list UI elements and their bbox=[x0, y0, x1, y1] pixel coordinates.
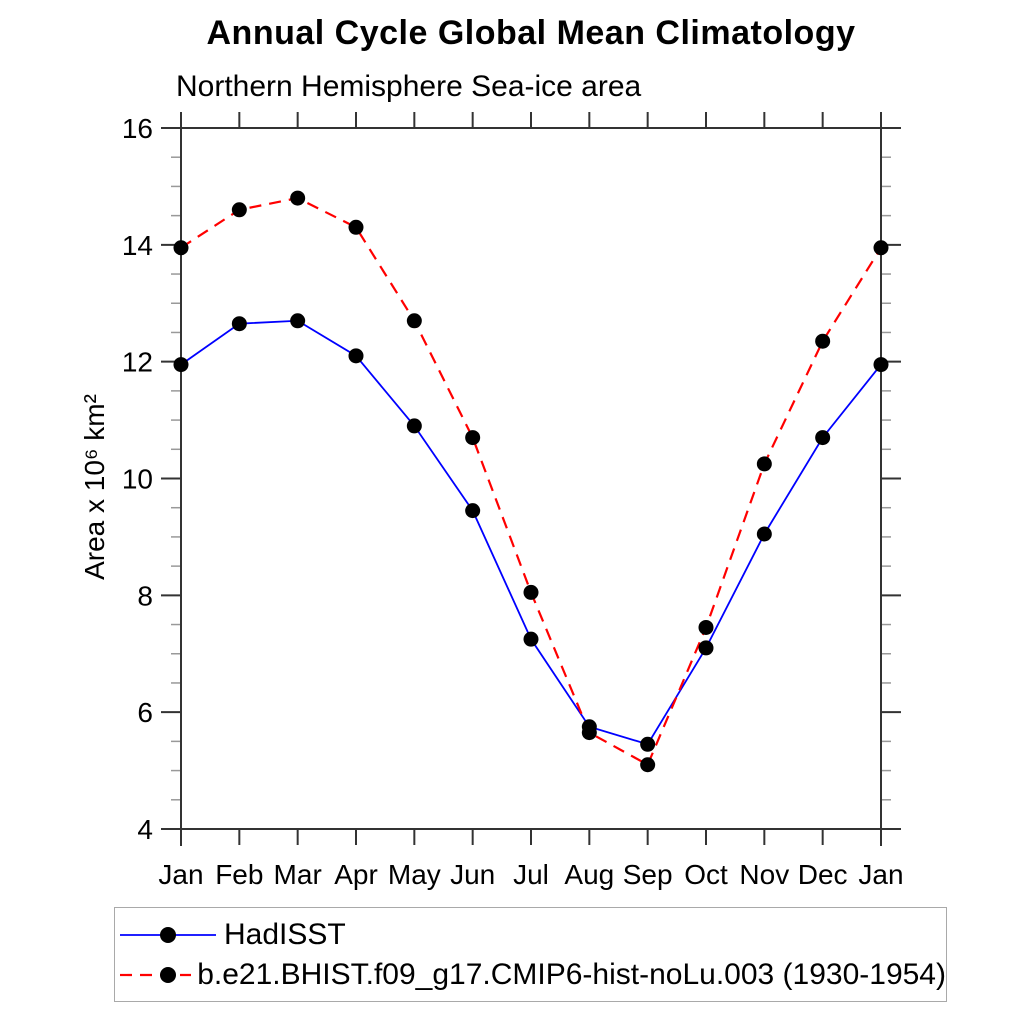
x-tick-label: May bbox=[388, 859, 441, 890]
y-tick-label: 6 bbox=[137, 697, 153, 728]
x-tick-label: Apr bbox=[334, 859, 378, 890]
data-point bbox=[815, 333, 831, 349]
data-point bbox=[581, 725, 597, 741]
y-tick-label: 8 bbox=[137, 580, 153, 611]
x-tick-label: Jun bbox=[450, 859, 495, 890]
data-point bbox=[406, 313, 422, 329]
legend-item-hadisst: HadISST bbox=[118, 915, 946, 955]
data-point bbox=[348, 219, 364, 235]
data-point bbox=[173, 240, 189, 256]
legend-line-sample bbox=[120, 967, 192, 983]
y-tick-label: 16 bbox=[122, 113, 153, 144]
data-point bbox=[290, 313, 306, 329]
x-tick-label: Mar bbox=[274, 859, 322, 890]
x-tick-label: Jan bbox=[158, 859, 203, 890]
chart-title: Annual Cycle Global Mean Climatology bbox=[206, 14, 856, 52]
series-line-hadisst bbox=[180, 319, 882, 746]
legend-box: HadISST b.e21.BHIST.f09_g17.CMIP6-hist-no… bbox=[114, 907, 947, 1002]
data-point bbox=[756, 456, 772, 472]
data-point bbox=[640, 757, 656, 773]
x-tick-label: Jul bbox=[513, 859, 549, 890]
data-point bbox=[465, 503, 481, 519]
x-tick-label: Dec bbox=[798, 859, 848, 890]
data-point bbox=[756, 526, 772, 542]
data-point bbox=[231, 316, 247, 332]
legend-item-model: b.e21.BHIST.f09_g17.CMIP6-hist-noLu.003 … bbox=[118, 955, 946, 995]
y-tick-label: 14 bbox=[122, 230, 153, 261]
legend-label: b.e21.BHIST.f09_g17.CMIP6-hist-noLu.003 … bbox=[197, 958, 946, 991]
legend-marker-icon bbox=[160, 967, 176, 983]
x-tick-label: Jan bbox=[858, 859, 903, 890]
x-tick-label: Sep bbox=[623, 859, 673, 890]
data-point bbox=[406, 418, 422, 434]
data-point bbox=[640, 736, 656, 752]
data-point bbox=[815, 430, 831, 446]
data-point bbox=[231, 202, 247, 218]
y-tick-label: 12 bbox=[122, 347, 153, 378]
legend-marker-icon bbox=[160, 927, 176, 943]
x-tick-label: Oct bbox=[684, 859, 728, 890]
y-tick-label: 10 bbox=[122, 464, 153, 495]
legend-line-sample bbox=[120, 927, 216, 943]
data-point bbox=[348, 348, 364, 364]
x-tick-label: Nov bbox=[739, 859, 789, 890]
data-point bbox=[523, 631, 539, 647]
data-point bbox=[290, 190, 306, 206]
data-point bbox=[698, 619, 714, 635]
data-point bbox=[698, 640, 714, 656]
data-point bbox=[173, 357, 189, 373]
x-tick-label: Feb bbox=[215, 859, 263, 890]
x-tick-label: Aug bbox=[564, 859, 614, 890]
data-point bbox=[523, 584, 539, 600]
data-point bbox=[873, 240, 889, 256]
chart-subtitle: Northern Hemisphere Sea-ice area bbox=[176, 70, 642, 103]
y-tick-label: 4 bbox=[137, 814, 153, 845]
data-point bbox=[873, 357, 889, 373]
legend-label: HadISST bbox=[224, 918, 346, 951]
data-point bbox=[465, 430, 481, 446]
series-line-model bbox=[180, 196, 882, 767]
